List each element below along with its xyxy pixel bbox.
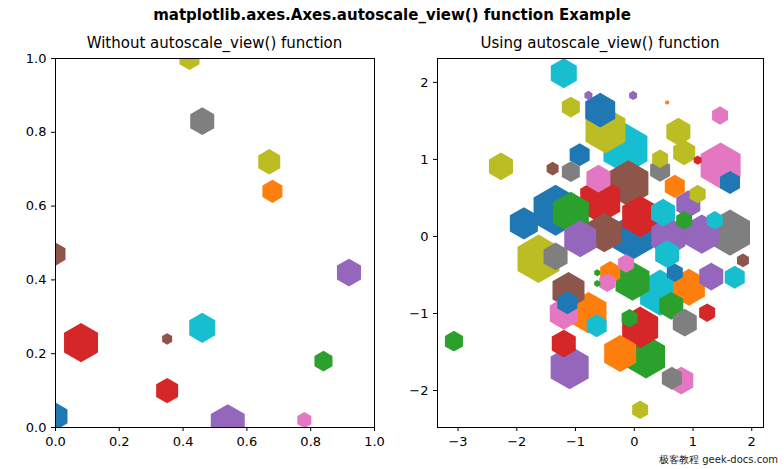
svg-text:0.4: 0.4	[173, 434, 194, 449]
svg-text:2: 2	[420, 75, 428, 90]
svg-text:0.2: 0.2	[26, 346, 47, 361]
svg-text:2: 2	[748, 434, 756, 449]
svg-text:0.6: 0.6	[26, 198, 47, 213]
svg-text:1: 1	[420, 152, 428, 167]
svg-text:−1: −1	[409, 306, 428, 321]
svg-text:−2: −2	[409, 383, 428, 398]
svg-text:0: 0	[420, 229, 428, 244]
svg-text:0.8: 0.8	[300, 434, 321, 449]
svg-text:−2: −2	[507, 434, 526, 449]
svg-text:0.8: 0.8	[26, 124, 47, 139]
html-text:极客教程 geek-docs.com: 极客教程 geek-docs.com	[659, 454, 778, 465]
svg-text:0.0: 0.0	[45, 434, 66, 449]
svg-text:0.4: 0.4	[26, 272, 47, 287]
html-text:Using autoscale_view() functio: Using autoscale_view() function	[480, 34, 720, 52]
svg-text:0.6: 0.6	[237, 434, 258, 449]
svg-text:0: 0	[630, 434, 638, 449]
svg-text:0.0: 0.0	[26, 420, 47, 435]
svg-text:−1: −1	[566, 434, 585, 449]
svg-text:1.0: 1.0	[364, 434, 385, 449]
html-text:matplotlib.axes.Axes.autoscale: matplotlib.axes.Axes.autoscale_view() fu…	[153, 6, 631, 24]
svg-text:1: 1	[689, 434, 697, 449]
svg-text:−3: −3	[448, 434, 467, 449]
html-text:Without autoscale_view() funct: Without autoscale_view() function	[86, 34, 343, 52]
svg-text:1.0: 1.0	[26, 51, 47, 66]
svg-text:0.2: 0.2	[109, 434, 130, 449]
